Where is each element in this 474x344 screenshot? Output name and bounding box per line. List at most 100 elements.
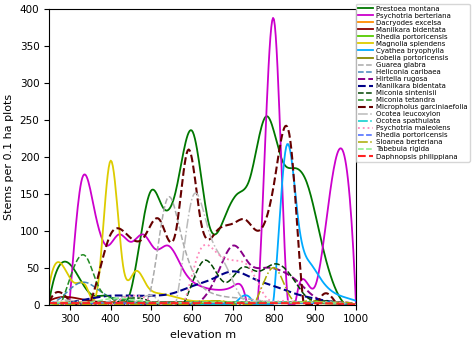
Prestoea montana xyxy=(327,269,332,273)
Manilkara bidentata xyxy=(47,298,53,302)
Guarea glabra xyxy=(326,300,331,304)
Rhedia portoricensis xyxy=(326,301,331,305)
Manilkara bidentata xyxy=(306,295,311,299)
Psychotria berteriana xyxy=(49,302,55,307)
Micropholus garciniaefolia xyxy=(70,302,76,307)
Psychotria berteriana xyxy=(234,282,239,286)
Dacryodes excelsa xyxy=(306,301,311,305)
Ocotea spathulata xyxy=(47,302,53,307)
Lobelia portoricensis xyxy=(234,301,240,305)
Sloanea berteriana xyxy=(47,302,53,307)
Ocotea spathulata xyxy=(46,302,52,307)
Rhedia portoricensis xyxy=(229,301,235,305)
Ocotea leucoxylon xyxy=(353,302,359,307)
Hirtella rugosa xyxy=(229,244,235,248)
Psychotria maleolens xyxy=(46,302,52,307)
Magnolia splendens xyxy=(306,300,311,304)
Prestoea montana xyxy=(307,190,313,194)
Ocotea spathulata xyxy=(279,300,285,304)
Heliconia caribaea xyxy=(46,300,52,304)
Lobelia portoricensis xyxy=(353,302,359,307)
Line: Psychotria maleolens: Psychotria maleolens xyxy=(49,245,356,304)
Rhedia portoricensis xyxy=(228,301,234,305)
Manilkara bidentata xyxy=(46,302,52,307)
Line: Miconia tetandra: Miconia tetandra xyxy=(49,255,356,304)
Rhedia portoricensis xyxy=(326,301,331,305)
Tabebuia rigida xyxy=(235,300,241,304)
Rhedia portoricensis xyxy=(306,301,311,305)
Line: Rhedia portoricensis: Rhedia portoricensis xyxy=(49,303,356,304)
Sloanea berteriana xyxy=(306,299,311,303)
Psychotria maleolens xyxy=(235,259,241,263)
Guarea glabra xyxy=(166,195,172,199)
Daphnopsis philippiana xyxy=(228,301,234,305)
Dacryodes excelsa xyxy=(326,301,331,305)
Manilkara bidentata xyxy=(229,300,235,304)
Manilkara bidentata xyxy=(228,269,234,273)
Manilkara bidentata xyxy=(326,299,331,303)
Prestoea montana xyxy=(230,197,236,202)
Rhedia portoricensis xyxy=(46,301,52,305)
Y-axis label: Stems per 0.1 ha plots: Stems per 0.1 ha plots xyxy=(4,94,14,220)
Manilkara bidentata xyxy=(62,295,67,299)
Miconia sintenisii xyxy=(46,302,52,307)
Line: Cyathea bryophylla: Cyathea bryophylla xyxy=(49,144,356,304)
Line: Ocotea leucoxylon: Ocotea leucoxylon xyxy=(49,193,356,304)
Micropholus garciniaefolia xyxy=(47,298,53,302)
Guarea glabra xyxy=(230,295,236,300)
Manilkara bidentata xyxy=(235,300,241,304)
Magnolia splendens xyxy=(235,300,241,304)
Lobelia portoricensis xyxy=(47,301,53,305)
Psychotria maleolens xyxy=(306,301,311,305)
Prestoea montana xyxy=(353,302,359,307)
Miconia sintenisii xyxy=(230,275,236,279)
Lobelia portoricensis xyxy=(229,301,235,305)
Miconia tetandra xyxy=(47,302,53,307)
Psychotria berteriana xyxy=(133,237,138,241)
Micropholus garciniaefolia xyxy=(235,219,241,223)
Daphnopsis philippiana xyxy=(234,301,240,305)
Miconia sintenisii xyxy=(306,297,311,301)
Psychotria berteriana xyxy=(353,302,359,307)
Tabebuia rigida xyxy=(47,302,53,306)
Line: Lobelia portoricensis: Lobelia portoricensis xyxy=(49,303,356,304)
Heliconia caribaea xyxy=(229,300,235,304)
Miconia sintenisii xyxy=(47,302,53,307)
Line: Prestoea montana: Prestoea montana xyxy=(49,116,356,304)
Psychotria maleolens xyxy=(47,302,53,307)
Magnolia splendens xyxy=(326,300,331,304)
Ocotea leucoxylon xyxy=(326,300,331,304)
Hirtella rugosa xyxy=(47,302,53,307)
Guarea glabra xyxy=(235,296,241,300)
Miconia sintenisii xyxy=(202,258,208,262)
Rhedia portoricensis xyxy=(228,301,234,305)
Psychotria maleolens xyxy=(203,243,209,247)
Daphnopsis philippiana xyxy=(229,301,235,305)
Ocotea spathulata xyxy=(234,302,240,307)
Cyathea bryophylla xyxy=(306,259,311,263)
Psychotria berteriana xyxy=(94,217,100,221)
Sloanea berteriana xyxy=(228,301,234,305)
Ocotea leucoxylon xyxy=(46,302,52,307)
Cyathea bryophylla xyxy=(326,286,331,290)
Miconia sintenisii xyxy=(353,302,359,307)
Manilkara bidentata xyxy=(326,300,331,304)
Ocotea spathulata xyxy=(353,302,359,307)
Sloanea berteriana xyxy=(326,301,331,305)
Magnolia splendens xyxy=(229,300,235,304)
Daphnopsis philippiana xyxy=(326,301,331,305)
Ocotea leucoxylon xyxy=(229,277,235,281)
Rhedia portoricensis xyxy=(234,301,240,305)
Lobelia portoricensis xyxy=(297,301,302,305)
Lobelia portoricensis xyxy=(306,301,311,305)
Rhedia portoricensis xyxy=(47,301,53,305)
Cyathea bryophylla xyxy=(46,302,52,307)
Psychotria berteriana xyxy=(176,260,182,264)
Daphnopsis philippiana xyxy=(297,301,302,305)
Daphnopsis philippiana xyxy=(47,301,53,305)
Sloanea berteriana xyxy=(229,302,235,306)
X-axis label: elevation m: elevation m xyxy=(170,330,236,340)
Sloanea berteriana xyxy=(234,302,240,307)
Line: Ocotea spathulata: Ocotea spathulata xyxy=(49,302,356,304)
Magnolia splendens xyxy=(47,278,53,282)
